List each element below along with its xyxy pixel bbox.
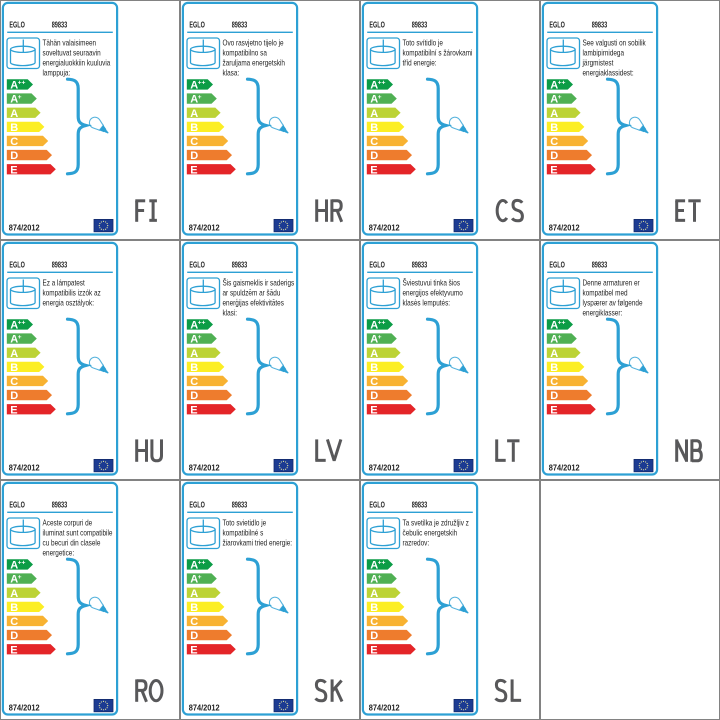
svg-text:lambipirnidega: lambipirnidega — [583, 48, 625, 58]
svg-text:Ovo rasvjetno tijelo je: Ovo rasvjetno tijelo je — [223, 38, 284, 48]
svg-text:energialuokkiin kuuluvia: energialuokkiin kuuluvia — [43, 58, 112, 68]
svg-text:Aceste corpuri de: Aceste corpuri de — [43, 518, 93, 528]
svg-text:lamppuja:: lamppuja: — [43, 67, 71, 77]
svg-text:žaruljama energetskih: žaruljama energetskih — [223, 58, 285, 68]
svg-text:čebulic energetskih: čebulic energetskih — [403, 528, 458, 538]
svg-text:klasės lemputės:: klasės lemputės: — [403, 298, 451, 308]
svg-text:energia osztályok:: energia osztályok: — [43, 298, 94, 308]
svg-text:energetice:: energetice: — [43, 547, 75, 557]
svg-text:lyspærer av følgende: lyspærer av følgende — [583, 298, 643, 308]
svg-text:Toto svietidlo je: Toto svietidlo je — [223, 518, 267, 528]
svg-text:Ta svetilka je združljiv z: Ta svetilka je združljiv z — [403, 518, 470, 528]
svg-text:Ez a lámpatest: Ez a lámpatest — [43, 278, 85, 288]
svg-text:kompatibilné s: kompatibilné s — [223, 528, 264, 538]
svg-text:soveltuvat seuraavin: soveltuvat seuraavin — [43, 48, 101, 58]
svg-text:järgmistest: järgmistest — [582, 58, 614, 68]
svg-text:See valgusti on sobilik: See valgusti on sobilik — [583, 38, 646, 48]
svg-text:tříd energie:: tříd energie: — [403, 58, 437, 68]
svg-text:Šviestuvui tinka šios: Šviestuvui tinka šios — [403, 278, 461, 288]
svg-text:cu becuri din clasele: cu becuri din clasele — [43, 538, 101, 548]
svg-text:kompatibilní s žárovkami: kompatibilní s žárovkami — [403, 48, 473, 58]
svg-text:žiarovkami tried energie:: žiarovkami tried energie: — [223, 538, 293, 548]
svg-text:energijos efektyvumo: energijos efektyvumo — [403, 288, 463, 298]
svg-text:enerģijas efektivitātes: enerģijas efektivitātes — [223, 298, 285, 308]
svg-text:klasa:: klasa: — [223, 67, 240, 77]
svg-text:ar spuldzēm ar šādu: ar spuldzēm ar šādu — [223, 288, 281, 298]
svg-text:razredov:: razredov: — [403, 538, 430, 548]
svg-text:Tähän valaisimeen: Tähän valaisimeen — [43, 38, 97, 48]
svg-text:iluminat sunt compatibile: iluminat sunt compatibile — [43, 528, 113, 538]
svg-text:Toto svítidlo je: Toto svítidlo je — [403, 38, 443, 48]
svg-text:klasi:: klasi: — [223, 307, 238, 317]
svg-text:Denne armaturen er: Denne armaturen er — [583, 278, 641, 288]
svg-text:kompatibilno sa: kompatibilno sa — [223, 48, 268, 58]
svg-text:kompatibilis izzók az: kompatibilis izzók az — [43, 288, 102, 298]
svg-text:energiaklassidest:: energiaklassidest: — [583, 67, 634, 77]
svg-text:kompatibel med: kompatibel med — [583, 288, 628, 298]
svg-text:energiklasser:: energiklasser: — [583, 307, 623, 317]
svg-text:Šis gaismeklis ir saderigs: Šis gaismeklis ir saderigs — [223, 278, 295, 288]
